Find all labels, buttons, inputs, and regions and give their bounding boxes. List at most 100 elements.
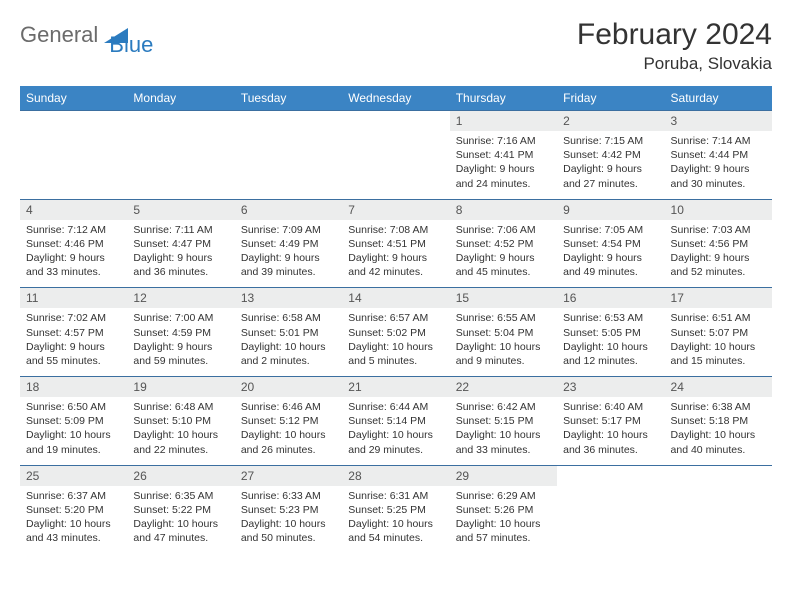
sunset-text: Sunset: 5:22 PM — [133, 503, 228, 517]
day-header-row: Sunday Monday Tuesday Wednesday Thursday… — [20, 86, 772, 111]
day-number: 24 — [665, 377, 772, 397]
day-cell: .. — [235, 111, 342, 200]
day-cell: 25Sunrise: 6:37 AMSunset: 5:20 PMDayligh… — [20, 465, 127, 553]
sunrise-text: Sunrise: 7:12 AM — [26, 223, 121, 237]
day-cell: 28Sunrise: 6:31 AMSunset: 5:25 PMDayligh… — [342, 465, 449, 553]
day-details: Sunrise: 6:35 AMSunset: 5:22 PMDaylight:… — [127, 486, 234, 554]
sunrise-text: Sunrise: 6:31 AM — [348, 489, 443, 503]
sunrise-text: Sunrise: 7:14 AM — [671, 134, 766, 148]
daylight-text: Daylight: 10 hours and 43 minutes. — [26, 517, 121, 545]
day-number: 14 — [342, 288, 449, 308]
sunrise-text: Sunrise: 6:37 AM — [26, 489, 121, 503]
sunrise-text: Sunrise: 6:55 AM — [456, 311, 551, 325]
day-number: 13 — [235, 288, 342, 308]
sunrise-text: Sunrise: 7:09 AM — [241, 223, 336, 237]
sunrise-text: Sunrise: 7:11 AM — [133, 223, 228, 237]
sunset-text: Sunset: 5:04 PM — [456, 326, 551, 340]
sunset-text: Sunset: 5:05 PM — [563, 326, 658, 340]
daylight-text: Daylight: 10 hours and 40 minutes. — [671, 428, 766, 456]
day-cell: 23Sunrise: 6:40 AMSunset: 5:17 PMDayligh… — [557, 377, 664, 466]
sunset-text: Sunset: 4:54 PM — [563, 237, 658, 251]
day-header: Wednesday — [342, 86, 449, 111]
day-details: Sunrise: 6:48 AMSunset: 5:10 PMDaylight:… — [127, 397, 234, 465]
sunrise-text: Sunrise: 6:48 AM — [133, 400, 228, 414]
day-number: 15 — [450, 288, 557, 308]
day-cell: 18Sunrise: 6:50 AMSunset: 5:09 PMDayligh… — [20, 377, 127, 466]
sunset-text: Sunset: 4:59 PM — [133, 326, 228, 340]
sunrise-text: Sunrise: 7:16 AM — [456, 134, 551, 148]
daylight-text: Daylight: 10 hours and 54 minutes. — [348, 517, 443, 545]
day-cell: .. — [665, 465, 772, 553]
daylight-text: Daylight: 10 hours and 5 minutes. — [348, 340, 443, 368]
day-cell: 20Sunrise: 6:46 AMSunset: 5:12 PMDayligh… — [235, 377, 342, 466]
day-number: 26 — [127, 466, 234, 486]
sunset-text: Sunset: 4:56 PM — [671, 237, 766, 251]
daylight-text: Daylight: 9 hours and 33 minutes. — [26, 251, 121, 279]
day-cell: .. — [20, 111, 127, 200]
daylight-text: Daylight: 9 hours and 52 minutes. — [671, 251, 766, 279]
day-number: 5 — [127, 200, 234, 220]
day-details: Sunrise: 7:15 AMSunset: 4:42 PMDaylight:… — [557, 131, 664, 199]
daylight-text: Daylight: 10 hours and 2 minutes. — [241, 340, 336, 368]
day-cell: 22Sunrise: 6:42 AMSunset: 5:15 PMDayligh… — [450, 377, 557, 466]
day-cell: 1Sunrise: 7:16 AMSunset: 4:41 PMDaylight… — [450, 111, 557, 200]
day-cell: .. — [557, 465, 664, 553]
day-details: Sunrise: 7:06 AMSunset: 4:52 PMDaylight:… — [450, 220, 557, 288]
day-cell: 15 Sunrise: 6:55 AMSunset: 5:04 PMDayligh… — [450, 288, 557, 377]
day-cell: 5Sunrise: 7:11 AMSunset: 4:47 PMDaylight… — [127, 199, 234, 288]
day-details: Sunrise: 6:29 AMSunset: 5:26 PMDaylight:… — [450, 486, 557, 554]
day-cell: 16Sunrise: 6:53 AMSunset: 5:05 PMDayligh… — [557, 288, 664, 377]
day-cell: 2Sunrise: 7:15 AMSunset: 4:42 PMDaylight… — [557, 111, 664, 200]
daylight-text: Daylight: 10 hours and 19 minutes. — [26, 428, 121, 456]
daylight-text: Daylight: 10 hours and 33 minutes. — [456, 428, 551, 456]
sunrise-text: Sunrise: 7:06 AM — [456, 223, 551, 237]
daylight-text: Daylight: 10 hours and 15 minutes. — [671, 340, 766, 368]
day-header: Friday — [557, 86, 664, 111]
day-cell: .. — [342, 111, 449, 200]
sunset-text: Sunset: 5:14 PM — [348, 414, 443, 428]
day-details: Sunrise: 6:44 AMSunset: 5:14 PMDaylight:… — [342, 397, 449, 465]
day-header: Tuesday — [235, 86, 342, 111]
day-number: 9 — [557, 200, 664, 220]
calendar-table: Sunday Monday Tuesday Wednesday Thursday… — [20, 86, 772, 553]
day-cell: 19Sunrise: 6:48 AMSunset: 5:10 PMDayligh… — [127, 377, 234, 466]
day-details: Sunrise: 7:16 AMSunset: 4:41 PMDaylight:… — [450, 131, 557, 199]
day-number: 19 — [127, 377, 234, 397]
daylight-text: Daylight: 9 hours and 59 minutes. — [133, 340, 228, 368]
day-header: Sunday — [20, 86, 127, 111]
sunset-text: Sunset: 5:20 PM — [26, 503, 121, 517]
day-cell: 21Sunrise: 6:44 AMSunset: 5:14 PMDayligh… — [342, 377, 449, 466]
sunset-text: Sunset: 4:41 PM — [456, 148, 551, 162]
day-number: 22 — [450, 377, 557, 397]
sunset-text: Sunset: 5:02 PM — [348, 326, 443, 340]
sunset-text: Sunset: 4:51 PM — [348, 237, 443, 251]
sunrise-text: Sunrise: 6:33 AM — [241, 489, 336, 503]
day-details: Sunrise: 6:42 AMSunset: 5:15 PMDaylight:… — [450, 397, 557, 465]
sunset-text: Sunset: 5:12 PM — [241, 414, 336, 428]
sunset-text: Sunset: 4:42 PM — [563, 148, 658, 162]
sunrise-text: Sunrise: 6:53 AM — [563, 311, 658, 325]
day-cell: 3Sunrise: 7:14 AMSunset: 4:44 PMDaylight… — [665, 111, 772, 200]
day-details: Sunrise: 7:14 AMSunset: 4:44 PMDaylight:… — [665, 131, 772, 199]
week-row: ........1Sunrise: 7:16 AMSunset: 4:41 PM… — [20, 111, 772, 200]
daylight-text: Daylight: 10 hours and 9 minutes. — [456, 340, 551, 368]
day-details: Sunrise: 6:31 AMSunset: 5:25 PMDaylight:… — [342, 486, 449, 554]
day-cell: 10Sunrise: 7:03 AMSunset: 4:56 PMDayligh… — [665, 199, 772, 288]
sunset-text: Sunset: 5:25 PM — [348, 503, 443, 517]
day-details: Sunrise: 6:50 AMSunset: 5:09 PMDaylight:… — [20, 397, 127, 465]
sunset-text: Sunset: 5:09 PM — [26, 414, 121, 428]
day-details: Sunrise: 6:37 AMSunset: 5:20 PMDaylight:… — [20, 486, 127, 554]
sunrise-text: Sunrise: 6:35 AM — [133, 489, 228, 503]
daylight-text: Daylight: 9 hours and 39 minutes. — [241, 251, 336, 279]
daylight-text: Daylight: 9 hours and 30 minutes. — [671, 162, 766, 190]
daylight-text: Daylight: 9 hours and 27 minutes. — [563, 162, 658, 190]
sunrise-text: Sunrise: 6:40 AM — [563, 400, 658, 414]
day-details: Sunrise: 6:38 AMSunset: 5:18 PMDaylight:… — [665, 397, 772, 465]
day-details: Sunrise: 7:05 AMSunset: 4:54 PMDaylight:… — [557, 220, 664, 288]
day-number: 10 — [665, 200, 772, 220]
day-cell: 26Sunrise: 6:35 AMSunset: 5:22 PMDayligh… — [127, 465, 234, 553]
sunrise-text: Sunrise: 7:02 AM — [26, 311, 121, 325]
day-details: Sunrise: 7:03 AMSunset: 4:56 PMDaylight:… — [665, 220, 772, 288]
day-cell: 9Sunrise: 7:05 AMSunset: 4:54 PMDaylight… — [557, 199, 664, 288]
daylight-text: Daylight: 9 hours and 24 minutes. — [456, 162, 551, 190]
